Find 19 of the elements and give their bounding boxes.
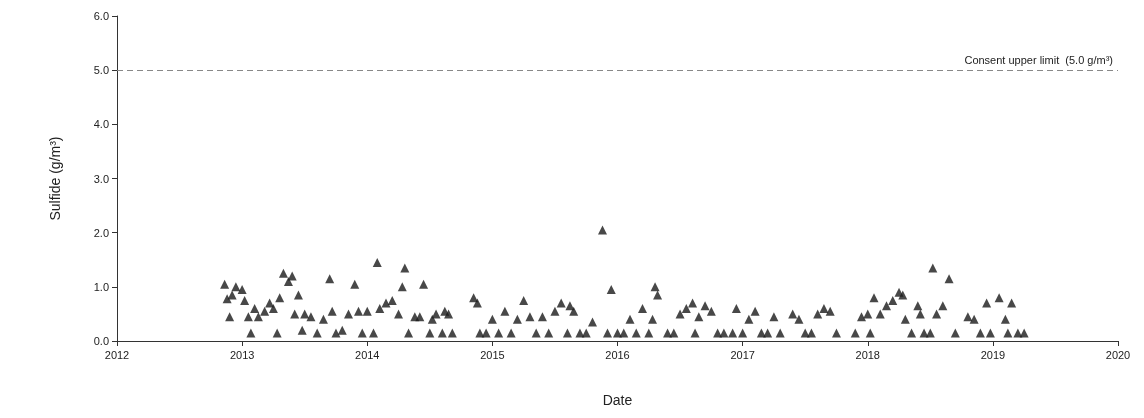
x-tick-label: 2019 xyxy=(980,348,1006,361)
y-tick-label: 3.0 xyxy=(93,172,109,185)
x-axis-title: Date xyxy=(602,392,633,408)
y-tick-label: 1.0 xyxy=(93,280,109,293)
x-tick-label: 2018 xyxy=(855,348,880,361)
y-tick-label: 4.0 xyxy=(93,118,109,131)
x-tick-label: 2016 xyxy=(605,348,630,361)
x-tick-label: 2013 xyxy=(229,348,255,361)
x-tick-label: 2017 xyxy=(730,348,755,361)
y-axis-title: Sulfide (g/m³) xyxy=(47,136,63,221)
y-tick-label: 0.0 xyxy=(93,335,109,347)
y-tick-label: 5.0 xyxy=(93,64,109,77)
ref-line-label: Consent upper limit (5.0 g/m³) xyxy=(964,53,1113,66)
y-tick-label: 2.0 xyxy=(93,226,109,239)
x-tick-label: 2014 xyxy=(355,348,380,361)
x-tick-label: 2020 xyxy=(1105,348,1131,361)
y-tick-label: 6.0 xyxy=(93,10,109,22)
x-tick-label: 2015 xyxy=(480,348,505,361)
x-tick-label: 2012 xyxy=(104,348,130,361)
